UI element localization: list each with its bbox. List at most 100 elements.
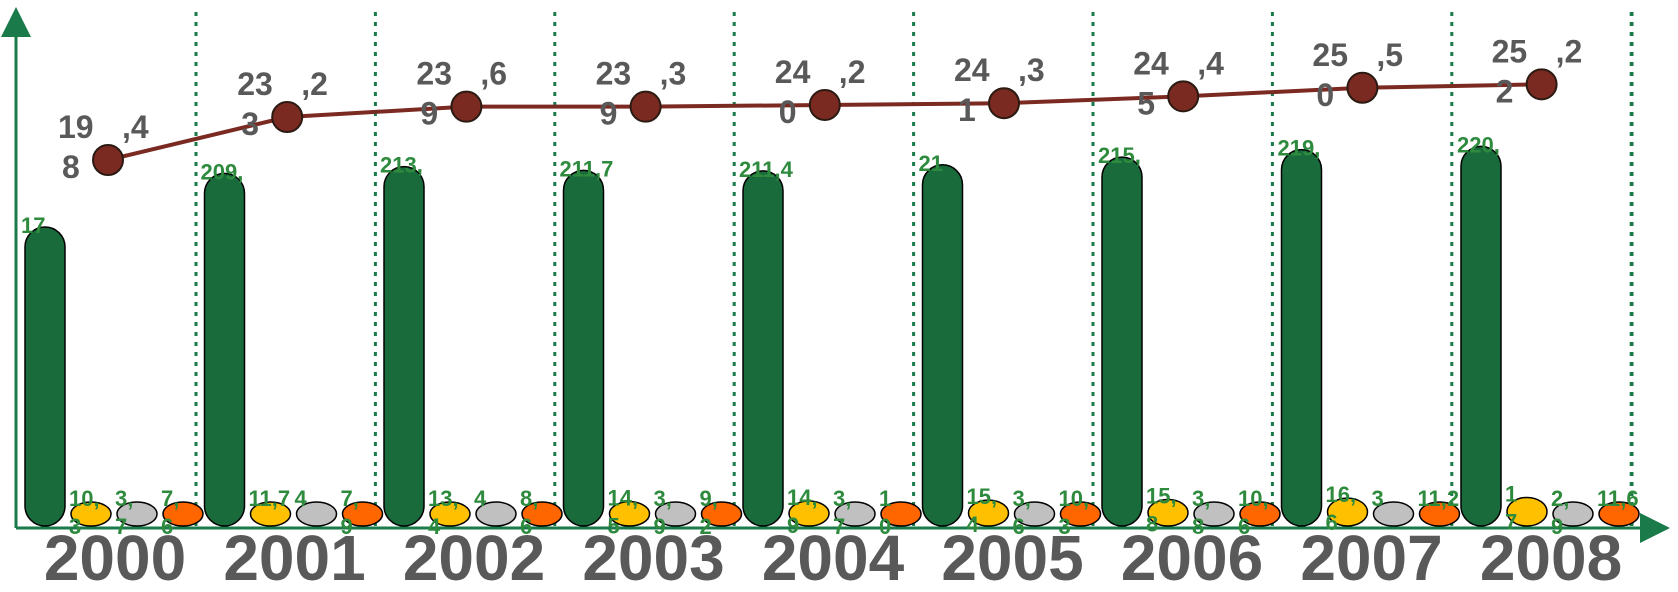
line-point — [271, 101, 304, 133]
data-label: 6 — [1238, 514, 1250, 539]
line-data-label: 23 — [416, 56, 452, 92]
line-data-label: ,2 — [301, 66, 328, 102]
line-data-label: 9 — [420, 96, 438, 132]
data-label: 11,2 — [1418, 486, 1460, 511]
bar — [1418, 501, 1461, 527]
bar — [383, 165, 425, 527]
line-data-label: 0 — [779, 94, 797, 130]
data-label: 4 — [967, 512, 980, 537]
data-label: 3 — [69, 514, 81, 539]
line-point — [808, 88, 841, 121]
line-data-label: 19 — [58, 109, 94, 145]
data-label: 3, — [1192, 486, 1210, 511]
bar-layer — [24, 145, 1640, 527]
line-point — [629, 90, 662, 123]
data-label: 7, — [161, 486, 179, 511]
bar — [1101, 156, 1143, 527]
line-point — [988, 87, 1020, 120]
bar — [1552, 501, 1594, 527]
category-label: 2008 — [1480, 522, 1622, 587]
data-label: 2 — [700, 514, 712, 539]
data-label: 11,7 — [249, 486, 291, 511]
data-label: 9, — [700, 486, 718, 511]
category-label: 2002 — [403, 522, 545, 587]
bar — [1598, 501, 1640, 527]
data-label: 220, — [1457, 132, 1500, 157]
bar — [249, 501, 292, 527]
line-data-label: ,3 — [1018, 52, 1045, 88]
bar — [742, 170, 784, 527]
line-point — [1346, 71, 1379, 104]
bar — [70, 501, 112, 527]
bar — [429, 501, 471, 527]
bar — [1460, 145, 1502, 527]
bar — [1193, 501, 1235, 527]
data-label: 8 — [1192, 514, 1204, 539]
data-label: 213, — [380, 153, 423, 178]
category-labels: 2000 2001 2002 2003 2004 2005 2006 2007 2008 — [44, 522, 1622, 592]
data-label: 7 — [1505, 509, 1517, 534]
data-label: 209, — [201, 159, 244, 184]
line-point — [1525, 68, 1558, 101]
bar — [654, 501, 697, 527]
data-label: 9 — [341, 514, 353, 539]
line-data-label: ,2 — [1556, 33, 1583, 69]
line-data-label: 25 — [1492, 33, 1528, 69]
line-data-label: 24 — [775, 54, 811, 90]
bar — [700, 501, 743, 527]
data-label: 4 — [428, 514, 441, 539]
data-label: 8 — [1146, 511, 1158, 536]
bar — [1506, 496, 1548, 527]
data-label: 6 — [520, 514, 532, 539]
line-data-label: ,3 — [660, 56, 687, 92]
bar — [1372, 501, 1415, 527]
data-label: 3 — [1372, 486, 1384, 511]
data-label: 0 — [879, 514, 891, 539]
data-label: 16, — [1326, 482, 1357, 507]
line-data-label: 9 — [600, 96, 618, 132]
data-label: 14, — [608, 486, 639, 511]
data-label: 4 — [474, 486, 487, 511]
data-label: 11,6 — [1597, 486, 1639, 511]
bar — [1326, 497, 1369, 527]
line-point — [92, 144, 124, 176]
bar — [880, 501, 922, 527]
data-label: 3, — [654, 486, 672, 511]
data-label: 7, — [341, 486, 359, 511]
line-point — [1167, 80, 1200, 113]
data-label: 215, — [1098, 143, 1141, 168]
data-label: 211,7 — [560, 156, 614, 181]
bar — [1147, 498, 1189, 527]
line-layer — [92, 68, 1558, 176]
line-data-label: 5 — [1137, 85, 1155, 121]
category-label: 2006 — [1121, 522, 1263, 587]
line-data-label: 1 — [958, 92, 976, 128]
bar — [295, 501, 338, 527]
data-label: 6 — [1013, 514, 1025, 539]
line-data-label: 8 — [62, 149, 80, 185]
data-label: 15, — [967, 484, 998, 509]
data-label: 10, — [69, 486, 100, 511]
category-label: 2004 — [762, 522, 905, 587]
data-label: 2, — [1551, 486, 1569, 511]
bar — [162, 501, 204, 527]
data-label: 21 — [919, 151, 943, 176]
bar — [1013, 501, 1056, 527]
line-data-label: ,5 — [1376, 37, 1403, 73]
data-label: 211,4 — [739, 157, 794, 182]
line-data-label: 24 — [954, 52, 990, 88]
bar — [341, 501, 384, 527]
data-label: 7 — [833, 514, 845, 539]
data-label: 14, — [787, 485, 818, 510]
data-label: 7 — [115, 514, 127, 539]
data-label: 5 — [608, 514, 620, 539]
data-label: 219, — [1278, 136, 1321, 161]
bar — [475, 501, 517, 527]
bar — [788, 500, 830, 527]
data-label: 6 — [1326, 510, 1338, 535]
line-data-label: ,2 — [839, 54, 866, 90]
data-label: 10, — [1059, 486, 1090, 511]
bar — [608, 500, 651, 527]
